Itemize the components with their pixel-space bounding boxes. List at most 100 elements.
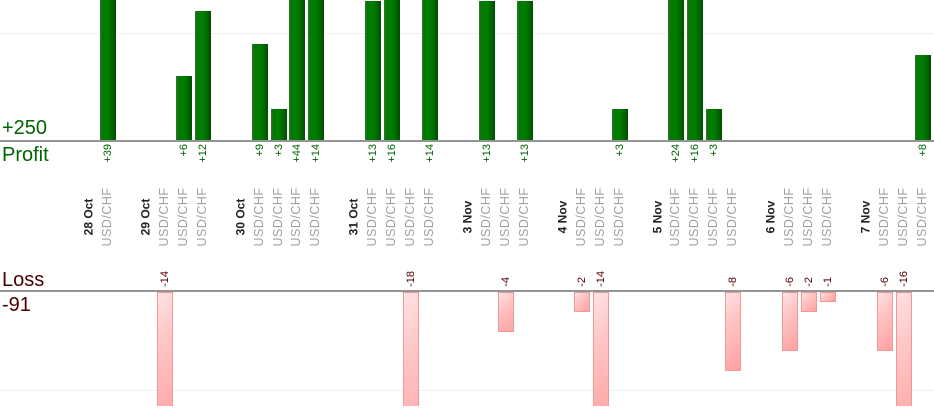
instrument-label: USD/CHF [668,187,683,247]
profit-axis-line [0,140,934,142]
instrument-label: USD/CHF [706,187,721,247]
date-label: 31 Oct [346,198,361,236]
loss-bar [725,292,742,371]
profit-bar [251,44,268,141]
instrument-label: USD/CHF [820,187,835,247]
instrument-label: USD/CHF [516,187,531,247]
profit-gridline [0,33,934,34]
loss-value-label: -1 [822,277,834,287]
instrument-label: USD/CHF [479,187,494,247]
profit-value-label: +13 [518,144,531,163]
instrument-label: USD/CHF [687,187,702,247]
profit-value-label: +12 [196,144,209,163]
profit-bar [611,109,628,141]
instrument-label: USD/CHF [422,187,437,247]
instrument-label: USD/CHF [592,187,607,247]
loss-value-label: -6 [784,277,797,287]
date-label: 3 Nov [460,200,475,234]
date-label: 7 Nov [858,200,873,234]
loss-total-label: -91 [2,294,31,316]
date-label: 28 Oct [81,198,96,236]
instrument-label: USD/CHF [573,187,588,247]
profit-bar [289,0,306,141]
instrument-label: USD/CHF [289,187,304,247]
profit-bar [516,1,533,141]
profit-bar [365,1,382,141]
profit-bar [687,0,704,141]
profit-total-label: +250 [2,117,48,139]
profit-value-label: +13 [480,144,493,163]
date-label: 4 Nov [555,200,570,234]
loss-gridline [0,390,934,391]
loss-bar [782,292,799,351]
loss-bar [895,292,912,406]
date-label: 29 Oct [138,198,153,236]
profit-bar [914,55,931,141]
profit-value-label: +9 [253,144,266,157]
loss-bar [497,292,514,332]
profit-value-label: +14 [310,144,323,163]
profit-value-label: +44 [291,144,304,163]
loss-bar [592,292,609,406]
instrument-label: USD/CHF [801,187,816,247]
loss-value-label: -16 [897,271,910,287]
instrument-label: USD/CHF [725,187,740,247]
instrument-label: USD/CHF [100,187,115,247]
profit-bar [384,0,401,141]
loss-bar [801,292,818,312]
loss-bar [820,292,837,302]
profit-bar [175,76,192,141]
profit-value-label: +24 [670,144,683,163]
profit-bar [668,0,685,141]
profit-value-label: +6 [177,144,190,157]
profit-axis-label: Profit [2,144,49,166]
loss-value-label: -6 [878,277,891,287]
loss-bar [403,292,420,406]
loss-bar [876,292,893,351]
profit-value-label: +3 [708,144,721,157]
profit-plot-area [0,0,934,141]
loss-value-label: -14 [594,271,607,287]
instrument-label: USD/CHF [270,187,285,247]
profit-value-label: +13 [367,144,380,163]
profit-bar [308,0,325,141]
instrument-label: USD/CHF [251,187,266,247]
profit-bar [194,11,211,141]
date-label: 6 Nov [763,200,778,234]
loss-value-label: -2 [803,277,816,287]
instrument-label: USD/CHF [498,187,513,247]
date-label: 30 Oct [233,198,247,236]
loss-bar [156,292,173,406]
instrument-label: USD/CHF [175,187,190,247]
instrument-label: USD/CHF [403,187,418,247]
instrument-label: USD/CHF [308,187,323,247]
loss-axis-line [0,290,934,292]
profit-value-label: +8 [916,144,929,157]
instrument-label: USD/CHF [365,187,380,247]
profit-bar [270,109,287,141]
loss-value-label: -8 [727,277,740,287]
instrument-label: USD/CHF [156,187,171,247]
instrument-label: USD/CHF [611,187,626,247]
loss-value-label: -14 [158,271,171,287]
profit-value-label: +16 [386,144,399,163]
profit-value-label: +3 [272,144,285,157]
loss-bar [573,292,590,312]
profit-bar [478,1,495,141]
loss-axis-label: Loss [2,269,45,291]
instrument-label: USD/CHF [194,187,209,247]
profit-value-label: +39 [101,144,114,163]
profit-bar [99,0,116,141]
instrument-label: USD/CHF [895,187,910,247]
instrument-label: USD/CHF [914,187,929,247]
profit-bar [706,109,723,141]
instrument-label: USD/CHF [877,187,892,247]
loss-value-label: -4 [499,277,512,287]
loss-value-label: -18 [405,271,418,287]
profit-value-label: +14 [424,144,437,163]
instrument-label: USD/CHF [384,187,399,247]
loss-plot-area [0,292,934,406]
profit-value-label: +3 [613,144,626,157]
profit-bar [422,0,439,141]
